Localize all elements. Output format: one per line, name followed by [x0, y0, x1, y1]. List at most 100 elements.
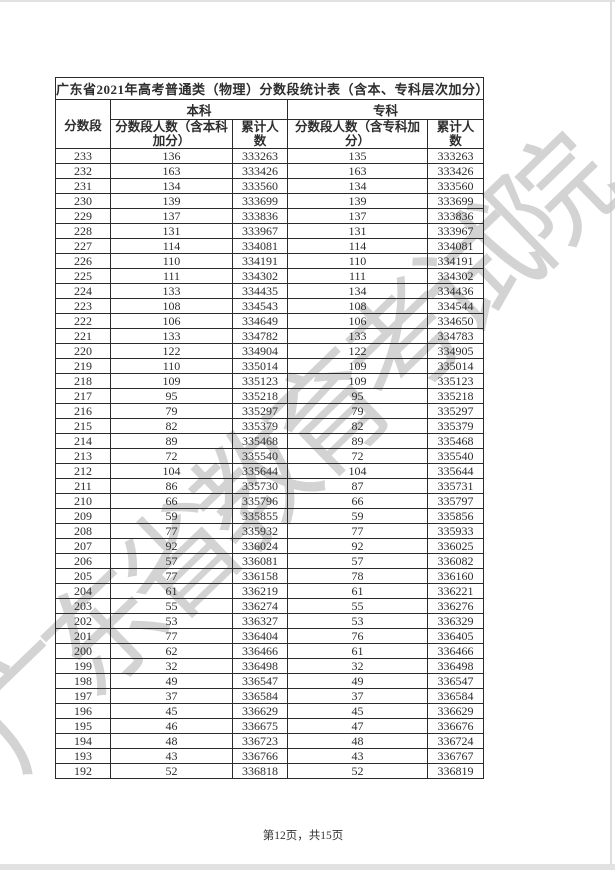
- college-cumulative-cell: 335856: [426, 508, 485, 524]
- undergrad-cumulative-cell: 335730: [232, 478, 288, 494]
- undergrad-cumulative-cell: 335540: [232, 448, 288, 464]
- college-count-cell: 110: [287, 253, 428, 269]
- undergrad-count-cell: 37: [110, 688, 233, 704]
- undergrad-cumulative-cell: 336547: [232, 673, 288, 689]
- score-band-cell: 207: [55, 538, 111, 554]
- table-row: 219 110 335014 109 335014: [55, 358, 485, 374]
- college-cumulative-cell: 336767: [426, 748, 485, 764]
- table-row: 220 122 334904 122 334905: [55, 343, 485, 359]
- college-count-cell: 53: [287, 613, 428, 629]
- table-row: 223 108 334543 108 334544: [55, 298, 485, 314]
- undergrad-cumulative-cell: 335932: [232, 523, 288, 539]
- undergrad-count-cell: 131: [110, 223, 233, 239]
- table-row: 206 57 336081 57 336082: [55, 553, 485, 569]
- undergrad-cumulative-cell: 336219: [232, 583, 288, 599]
- score-band-cell: 215: [55, 418, 111, 434]
- undergrad-cumulative-cell: 333699: [232, 193, 288, 209]
- college-cumulative-cell: 336221: [426, 583, 485, 599]
- college-count-cell: 59: [287, 508, 428, 524]
- undergrad-count-cell: 77: [110, 568, 233, 584]
- undergrad-count-cell: 134: [110, 178, 233, 194]
- undergrad-count-cell: 86: [110, 478, 233, 494]
- score-band-cell: 222: [55, 313, 111, 329]
- undergrad-count-cell: 59: [110, 508, 233, 524]
- college-count-cell: 109: [287, 373, 428, 389]
- college-cumulative-cell: 335468: [426, 433, 485, 449]
- college-count-cell: 37: [287, 688, 428, 704]
- undergrad-cumulative-cell: 333836: [232, 208, 288, 224]
- score-band-cell: 223: [55, 298, 111, 314]
- score-band-cell: 203: [55, 598, 111, 614]
- score-band-cell: 192: [55, 763, 111, 779]
- college-count-cell: 76: [287, 628, 428, 644]
- undergrad-count-cell: 133: [110, 283, 233, 299]
- college-cumulative-cell: 334783: [426, 328, 485, 344]
- score-band-cell: 221: [55, 328, 111, 344]
- college-count-cell: 133: [287, 328, 428, 344]
- college-cumulative-cell: 336547: [426, 673, 485, 689]
- score-band-cell: 229: [55, 208, 111, 224]
- college-count-cell: 135: [287, 148, 428, 164]
- col-header-college-cumulative: 累计人数: [426, 119, 485, 149]
- college-cumulative-cell: 334081: [426, 238, 485, 254]
- undergrad-count-cell: 48: [110, 733, 233, 749]
- table-row: 221 133 334782 133 334783: [55, 328, 485, 344]
- undergrad-count-cell: 109: [110, 373, 233, 389]
- college-count-cell: 79: [287, 403, 428, 419]
- undergrad-cumulative-cell: 336158: [232, 568, 288, 584]
- score-band-cell: 199: [55, 658, 111, 674]
- table-row: 222 106 334649 106 334650: [55, 313, 485, 329]
- undergrad-cumulative-cell: 334543: [232, 298, 288, 314]
- undergrad-cumulative-cell: 336498: [232, 658, 288, 674]
- college-count-cell: 43: [287, 748, 428, 764]
- col-header-undergraduate: 本科: [110, 99, 288, 120]
- college-cumulative-cell: 333560: [426, 178, 485, 194]
- college-count-cell: 131: [287, 223, 428, 239]
- col-header-undergrad-cumulative: 累计人数: [232, 119, 288, 149]
- table-row: 204 61 336219 61 336221: [55, 583, 485, 599]
- college-cumulative-cell: 334302: [426, 268, 485, 284]
- score-band-cell: 230: [55, 193, 111, 209]
- undergrad-cumulative-cell: 335297: [232, 403, 288, 419]
- score-band-cell: 193: [55, 748, 111, 764]
- score-band-cell: 194: [55, 733, 111, 749]
- college-count-cell: 95: [287, 388, 428, 404]
- college-cumulative-cell: 333699: [426, 193, 485, 209]
- table-row: 231 134 333560 134 333560: [55, 178, 485, 194]
- undergrad-count-cell: 57: [110, 553, 233, 569]
- table-row: 215 82 335379 82 335379: [55, 418, 485, 434]
- undergrad-cumulative-cell: 336404: [232, 628, 288, 644]
- college-cumulative-cell: 335731: [426, 478, 485, 494]
- table-row: 228 131 333967 131 333967: [55, 223, 485, 239]
- page-edge-bottom: [0, 864, 615, 870]
- page-edge-top: [0, 0, 615, 2]
- page-number: 第12页，共15页: [262, 830, 344, 842]
- college-count-cell: 163: [287, 163, 428, 179]
- score-distribution-table: 广东省2021年高考普通类（物理）分数段统计表（含本、专科层次加分） 分数段 本…: [54, 77, 485, 779]
- table-row: 212 104 335644 104 335644: [55, 463, 485, 479]
- undergrad-count-cell: 106: [110, 313, 233, 329]
- college-cumulative-cell: 335797: [426, 493, 485, 509]
- college-cumulative-cell: 336025: [426, 538, 485, 554]
- table-row: 197 37 336584 37 336584: [55, 688, 485, 704]
- college-count-cell: 82: [287, 418, 428, 434]
- score-band-cell: 224: [55, 283, 111, 299]
- undergrad-count-cell: 61: [110, 583, 233, 599]
- undergrad-cumulative-cell: 335468: [232, 433, 288, 449]
- college-cumulative-cell: 333426: [426, 163, 485, 179]
- undergrad-cumulative-cell: 336675: [232, 718, 288, 734]
- undergrad-cumulative-cell: 336723: [232, 733, 288, 749]
- undergrad-count-cell: 82: [110, 418, 233, 434]
- undergrad-cumulative-cell: 336629: [232, 703, 288, 719]
- undergrad-cumulative-cell: 334904: [232, 343, 288, 359]
- undergrad-count-cell: 72: [110, 448, 233, 464]
- college-cumulative-cell: 335540: [426, 448, 485, 464]
- undergrad-cumulative-cell: 335218: [232, 388, 288, 404]
- undergrad-cumulative-cell: 334649: [232, 313, 288, 329]
- undergrad-cumulative-cell: 335014: [232, 358, 288, 374]
- undergrad-count-cell: 77: [110, 628, 233, 644]
- table-row: 201 77 336404 76 336405: [55, 628, 485, 644]
- score-band-cell: 228: [55, 223, 111, 239]
- college-count-cell: 111: [287, 268, 428, 284]
